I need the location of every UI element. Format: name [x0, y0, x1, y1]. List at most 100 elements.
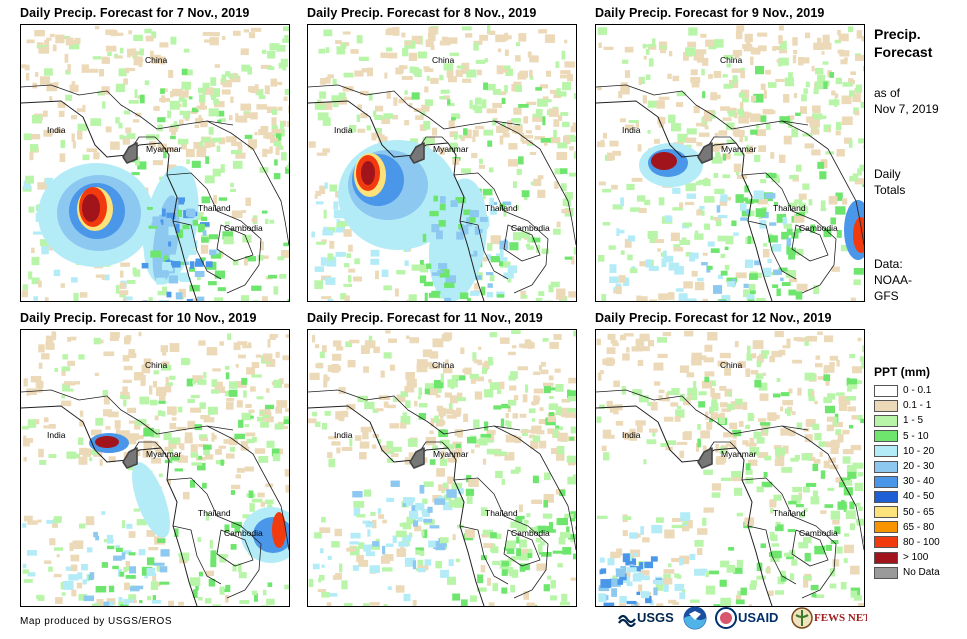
- legend-label: 80 - 100: [903, 536, 940, 548]
- legend-label: 20 - 30: [903, 461, 935, 473]
- label-india: India: [622, 430, 641, 440]
- legend-item: 80 - 100: [874, 535, 940, 550]
- label-cambodia: Cambodia: [511, 528, 550, 538]
- label-thailand: Thailand: [485, 203, 518, 213]
- legend-item: 20 - 30: [874, 459, 940, 474]
- legend-label: 10 - 20: [903, 445, 935, 457]
- legend-swatch: [874, 384, 898, 397]
- legend-item: 1 - 5: [874, 413, 940, 428]
- as-of-line1: as of: [874, 86, 901, 100]
- usgs-logo-text: USGS: [637, 610, 674, 625]
- usaid-logo: USAID: [715, 606, 783, 630]
- legend-item: 65 - 80: [874, 520, 940, 535]
- label-cambodia: Cambodia: [799, 223, 838, 233]
- totals-line1: Daily: [874, 167, 901, 181]
- label-myanmar: Myanmar: [146, 449, 182, 459]
- data-line3: GFS: [874, 289, 899, 303]
- legend-heading: Precip. Forecast: [874, 25, 932, 61]
- sidebar-title-line2: Forecast: [874, 44, 933, 60]
- sidebar-title-line1: Precip.: [874, 26, 921, 42]
- legend-swatch: [874, 521, 898, 534]
- label-india: India: [622, 125, 641, 135]
- legend-label: 5 - 10: [903, 430, 929, 442]
- legend-item: 10 - 20: [874, 444, 940, 459]
- legend-item: 0 - 0.1: [874, 383, 940, 398]
- legend-swatch: [874, 414, 898, 427]
- label-thailand: Thailand: [198, 508, 231, 518]
- label-china: China: [145, 55, 167, 65]
- label-china: China: [720, 55, 742, 65]
- legend-label: No Data: [903, 567, 940, 579]
- fewsnet-logo-text: FEWS NET: [814, 612, 867, 624]
- legend-swatch: [874, 460, 898, 473]
- legend-label: > 100: [903, 552, 929, 564]
- panel-title: Daily Precip. Forecast for 11 Nov., 2019: [307, 311, 543, 325]
- label-cambodia: Cambodia: [511, 223, 550, 233]
- data-source: Data: NOAA- GFS: [874, 256, 912, 304]
- label-india: India: [334, 430, 353, 440]
- legend-item: > 100: [874, 550, 940, 565]
- label-myanmar: Myanmar: [721, 144, 757, 154]
- legend-item: 30 - 40: [874, 474, 940, 489]
- label-cambodia: Cambodia: [224, 528, 263, 538]
- panel-title: Daily Precip. Forecast for 8 Nov., 2019: [307, 6, 537, 20]
- as-of-date: as of Nov 7, 2019: [874, 85, 939, 117]
- legend-label: 1 - 5: [903, 415, 924, 427]
- label-thailand: Thailand: [485, 508, 518, 518]
- precip-map: China India Myanmar Thailand Cambodia: [307, 24, 577, 302]
- precip-map-canvas: China India Myanmar Thailand Cambodia: [596, 25, 864, 301]
- label-china: China: [432, 360, 454, 370]
- legend-swatch: [874, 399, 898, 412]
- label-myanmar: Myanmar: [721, 449, 757, 459]
- panel-title: Daily Precip. Forecast for 9 Nov., 2019: [595, 6, 825, 20]
- label-thailand: Thailand: [773, 508, 806, 518]
- legend-swatch: [874, 536, 898, 549]
- panel-title: Daily Precip. Forecast for 7 Nov., 2019: [20, 6, 250, 20]
- label-india: India: [47, 430, 66, 440]
- legend-item: 40 - 50: [874, 489, 940, 504]
- legend-item: No Data: [874, 565, 940, 580]
- legend-item: 5 - 10: [874, 429, 940, 444]
- noaa-logo: [683, 606, 707, 630]
- usaid-logo-text: USAID: [738, 610, 778, 625]
- precip-map: China India Myanmar Thailand Cambodia: [595, 329, 865, 607]
- legend: 0 - 0.1 0.1 - 1 1 - 5 5 - 10 10 - 20 20 - 30 3…: [874, 383, 940, 580]
- legend-swatch: [874, 430, 898, 443]
- precip-map-canvas: China India Myanmar Thailand Cambodia: [308, 25, 576, 301]
- precip-map: China India Myanmar Thailand Cambodia: [20, 329, 290, 607]
- legend-label: 40 - 50: [903, 491, 935, 503]
- label-myanmar: Myanmar: [146, 144, 182, 154]
- as-of-line2: Nov 7, 2019: [874, 102, 939, 116]
- label-thailand: Thailand: [773, 203, 806, 213]
- precip-map-canvas: China India Myanmar Thailand Cambodia: [21, 331, 289, 606]
- usgs-logo: USGS: [617, 607, 675, 629]
- data-line1: Data:: [874, 257, 903, 271]
- totals-note: Daily Totals: [874, 166, 905, 198]
- legend-label: 50 - 65: [903, 506, 935, 518]
- legend-swatch: [874, 490, 898, 503]
- legend-item: 50 - 65: [874, 505, 940, 520]
- legend-label: 0 - 0.1: [903, 385, 932, 397]
- precip-map-canvas: China India Myanmar Thailand Cambodia: [308, 330, 576, 606]
- legend-swatch: [874, 506, 898, 519]
- precip-map: China India Myanmar Thailand Cambodia: [307, 329, 577, 607]
- legend-title: PPT (mm): [874, 365, 931, 379]
- legend-swatch: [874, 475, 898, 488]
- label-thailand: Thailand: [198, 203, 231, 213]
- precip-map: China India Myanmar Thailand Cambodia: [595, 24, 865, 302]
- label-cambodia: Cambodia: [224, 223, 263, 233]
- legend-label: 30 - 40: [903, 476, 935, 488]
- precip-map-canvas: China India Myanmar Thailand Cambodia: [596, 330, 864, 606]
- precip-map: China India Myanmar Thailand Cambodia: [20, 24, 290, 302]
- label-myanmar: Myanmar: [433, 144, 469, 154]
- totals-line2: Totals: [874, 183, 906, 197]
- legend-label: 65 - 80: [903, 521, 935, 533]
- panel-title: Daily Precip. Forecast for 10 Nov., 2019: [20, 311, 257, 325]
- precip-map-canvas: China India Myanmar Thailand Cambodia: [21, 25, 289, 301]
- legend-swatch: [874, 551, 898, 564]
- legend-swatch: [874, 445, 898, 458]
- legend-swatch: [874, 566, 898, 579]
- label-india: India: [47, 125, 66, 135]
- label-india: India: [334, 125, 353, 135]
- panel-title: Daily Precip. Forecast for 12 Nov., 2019: [595, 311, 832, 325]
